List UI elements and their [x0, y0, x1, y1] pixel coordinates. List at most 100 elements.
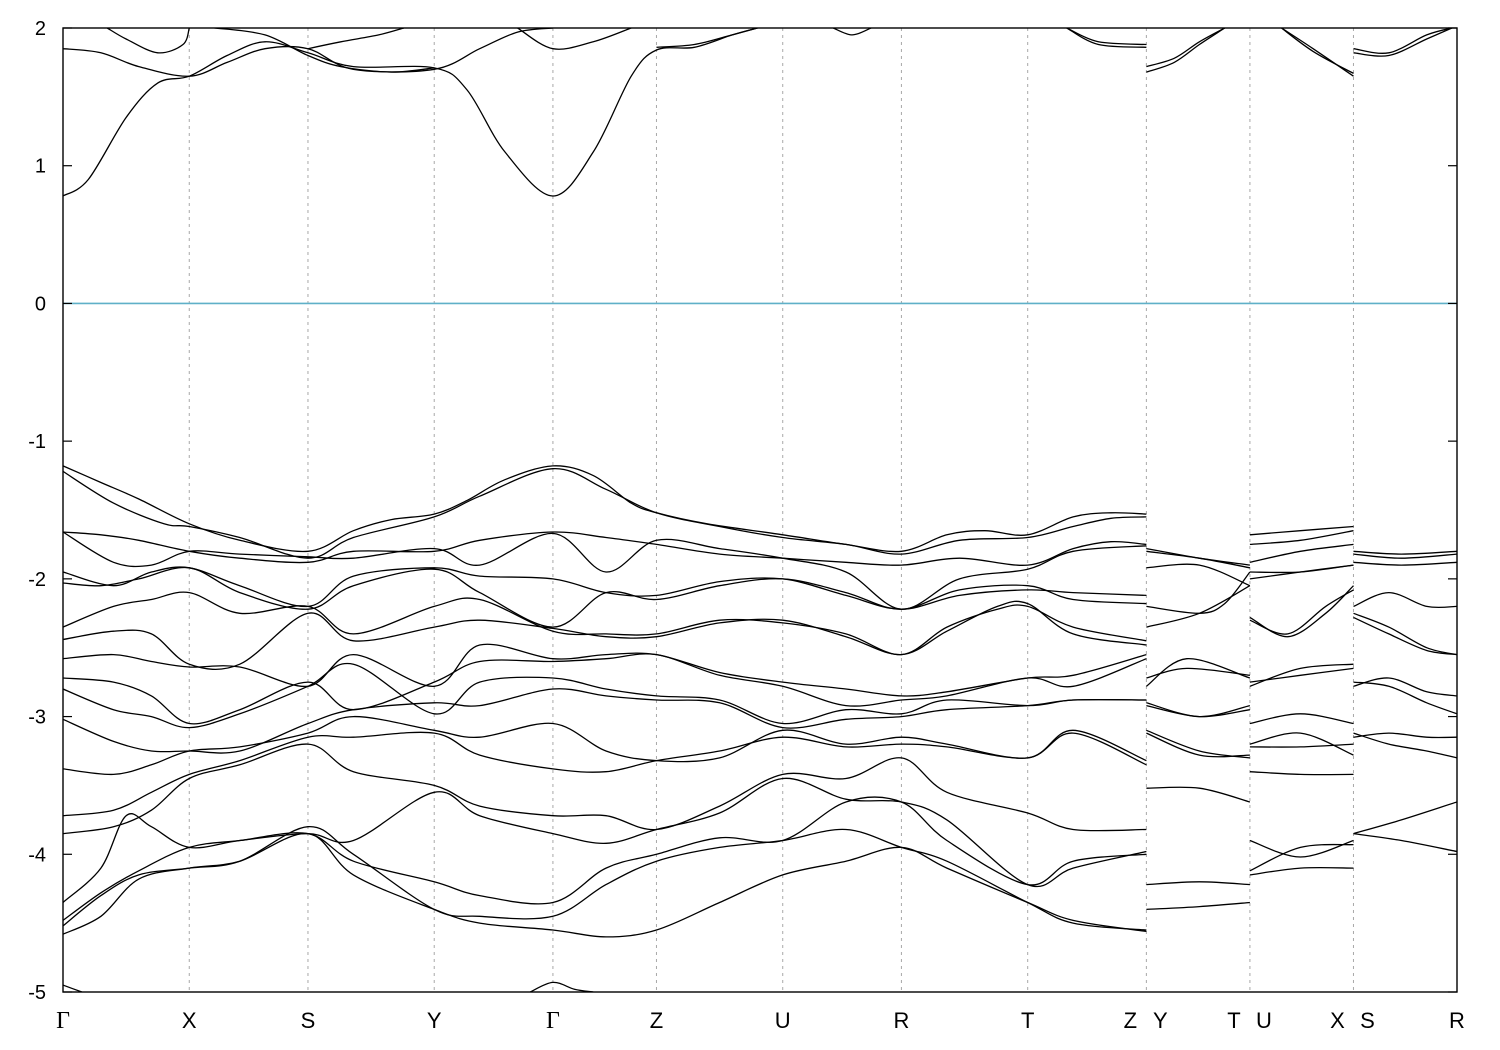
band-line-25 — [63, 653, 1147, 725]
y-tick-label: -1 — [28, 431, 46, 453]
band-line-64 — [1249, 839, 1354, 858]
y-tick-label: -5 — [28, 982, 46, 1004]
band-line-60 — [1249, 713, 1354, 725]
band-line-51 — [1249, 525, 1354, 536]
band-line-6 — [656, 28, 758, 48]
band-line-41 — [1146, 585, 1251, 628]
band-line-28 — [63, 715, 1147, 776]
band-line-29 — [63, 731, 1147, 817]
grid-layer — [188, 28, 1354, 992]
band-line-58 — [1249, 663, 1354, 687]
band-line-45 — [1146, 704, 1250, 718]
band-line-73 — [1353, 677, 1457, 697]
band-line-11 — [1146, 28, 1226, 73]
band-line-14 — [1353, 28, 1453, 54]
band-line-39 — [1146, 563, 1251, 587]
band-line-71 — [1353, 612, 1457, 656]
y-tick-label: 0 — [35, 293, 46, 315]
band-line-0 — [63, 28, 758, 197]
band-line-12 — [1281, 28, 1354, 77]
band-line-15 — [1353, 28, 1453, 57]
band-line-38 — [1146, 550, 1251, 569]
band-line-68 — [1353, 553, 1457, 559]
band-line-16 — [63, 465, 1147, 553]
band-line-46 — [1146, 729, 1250, 759]
band-line-48 — [1146, 786, 1251, 803]
band-line-27 — [63, 688, 1147, 754]
y-axis-ticks: 2 1 0 -1 -2 -3 -4 -5 — [28, 18, 1457, 1004]
plot-border — [62, 27, 1458, 993]
k-point-label: Y — [1153, 1008, 1168, 1033]
bands-layer — [63, 28, 1457, 992]
band-line-63 — [1249, 771, 1354, 776]
k-point-label: Γ — [546, 1008, 560, 1034]
band-line-21 — [63, 566, 1147, 628]
y-tick-label: -2 — [28, 569, 46, 591]
k-point-label: Γ — [56, 1008, 70, 1034]
band-line-61 — [1249, 732, 1354, 756]
k-point-label: S — [1360, 1008, 1375, 1033]
band-line-22 — [63, 591, 1147, 656]
band-line-2 — [106, 28, 190, 54]
k-point-label: Z — [650, 1008, 663, 1033]
plot-frame — [62, 27, 1458, 993]
k-point-label: T — [1227, 1008, 1240, 1033]
k-point-label: X — [182, 1008, 197, 1033]
band-line-72 — [1353, 616, 1457, 656]
k-point-label: U — [775, 1008, 791, 1033]
band-line-40 — [1146, 571, 1251, 614]
band-line-18 — [63, 531, 1147, 566]
band-line-26 — [63, 662, 1147, 729]
k-point-label: S — [301, 1008, 316, 1033]
band-line-53 — [1249, 543, 1354, 563]
band-line-24 — [63, 643, 1147, 697]
band-line-75 — [1353, 732, 1457, 739]
band-line-36 — [529, 981, 594, 992]
k-point-label: Z — [1124, 1008, 1137, 1033]
band-line-32 — [63, 796, 1147, 921]
band-line-49 — [1146, 881, 1250, 886]
k-point-label: T — [1021, 1008, 1034, 1033]
k-point-label: R — [893, 1008, 909, 1033]
band-line-65 — [1249, 843, 1354, 872]
band-line-47 — [1146, 732, 1250, 758]
band-line-57 — [1249, 589, 1354, 635]
band-line-66 — [1249, 866, 1354, 876]
band-line-56 — [1249, 585, 1354, 638]
band-line-76 — [1353, 732, 1457, 759]
band-line-9 — [1066, 28, 1147, 46]
k-point-label: R — [1449, 1008, 1465, 1033]
y-tick-label: 1 — [35, 156, 46, 178]
band-line-55 — [1249, 564, 1354, 580]
band-line-43 — [1146, 667, 1250, 679]
y-tick-label: -3 — [28, 707, 46, 729]
band-line-23 — [63, 600, 1147, 670]
band-line-69 — [1353, 561, 1457, 566]
band-line-10 — [1146, 28, 1226, 68]
band-line-62 — [1249, 743, 1354, 748]
band-line-77 — [1353, 801, 1457, 835]
band-line-52 — [1249, 530, 1354, 546]
band-line-42 — [1146, 658, 1251, 687]
k-point-label: U — [1256, 1008, 1272, 1033]
band-line-20 — [63, 566, 1147, 610]
k-point-label: X — [1330, 1008, 1345, 1033]
band-line-78 — [1353, 832, 1457, 853]
band-line-74 — [1353, 681, 1457, 715]
band-line-4 — [307, 28, 405, 50]
k-point-label: Y — [427, 1008, 442, 1033]
band-line-35 — [63, 984, 83, 992]
band-line-13 — [1281, 28, 1354, 74]
band-line-17 — [63, 468, 1147, 559]
band-line-34 — [63, 832, 1147, 938]
band-line-37 — [1146, 547, 1250, 566]
band-line-30 — [63, 743, 1147, 835]
band-line-50 — [1146, 901, 1250, 911]
band-line-31 — [63, 777, 1147, 903]
y-tick-label: 2 — [35, 18, 46, 40]
band-line-19 — [63, 531, 1147, 610]
band-line-3 — [214, 28, 435, 73]
band-line-7 — [832, 28, 872, 36]
